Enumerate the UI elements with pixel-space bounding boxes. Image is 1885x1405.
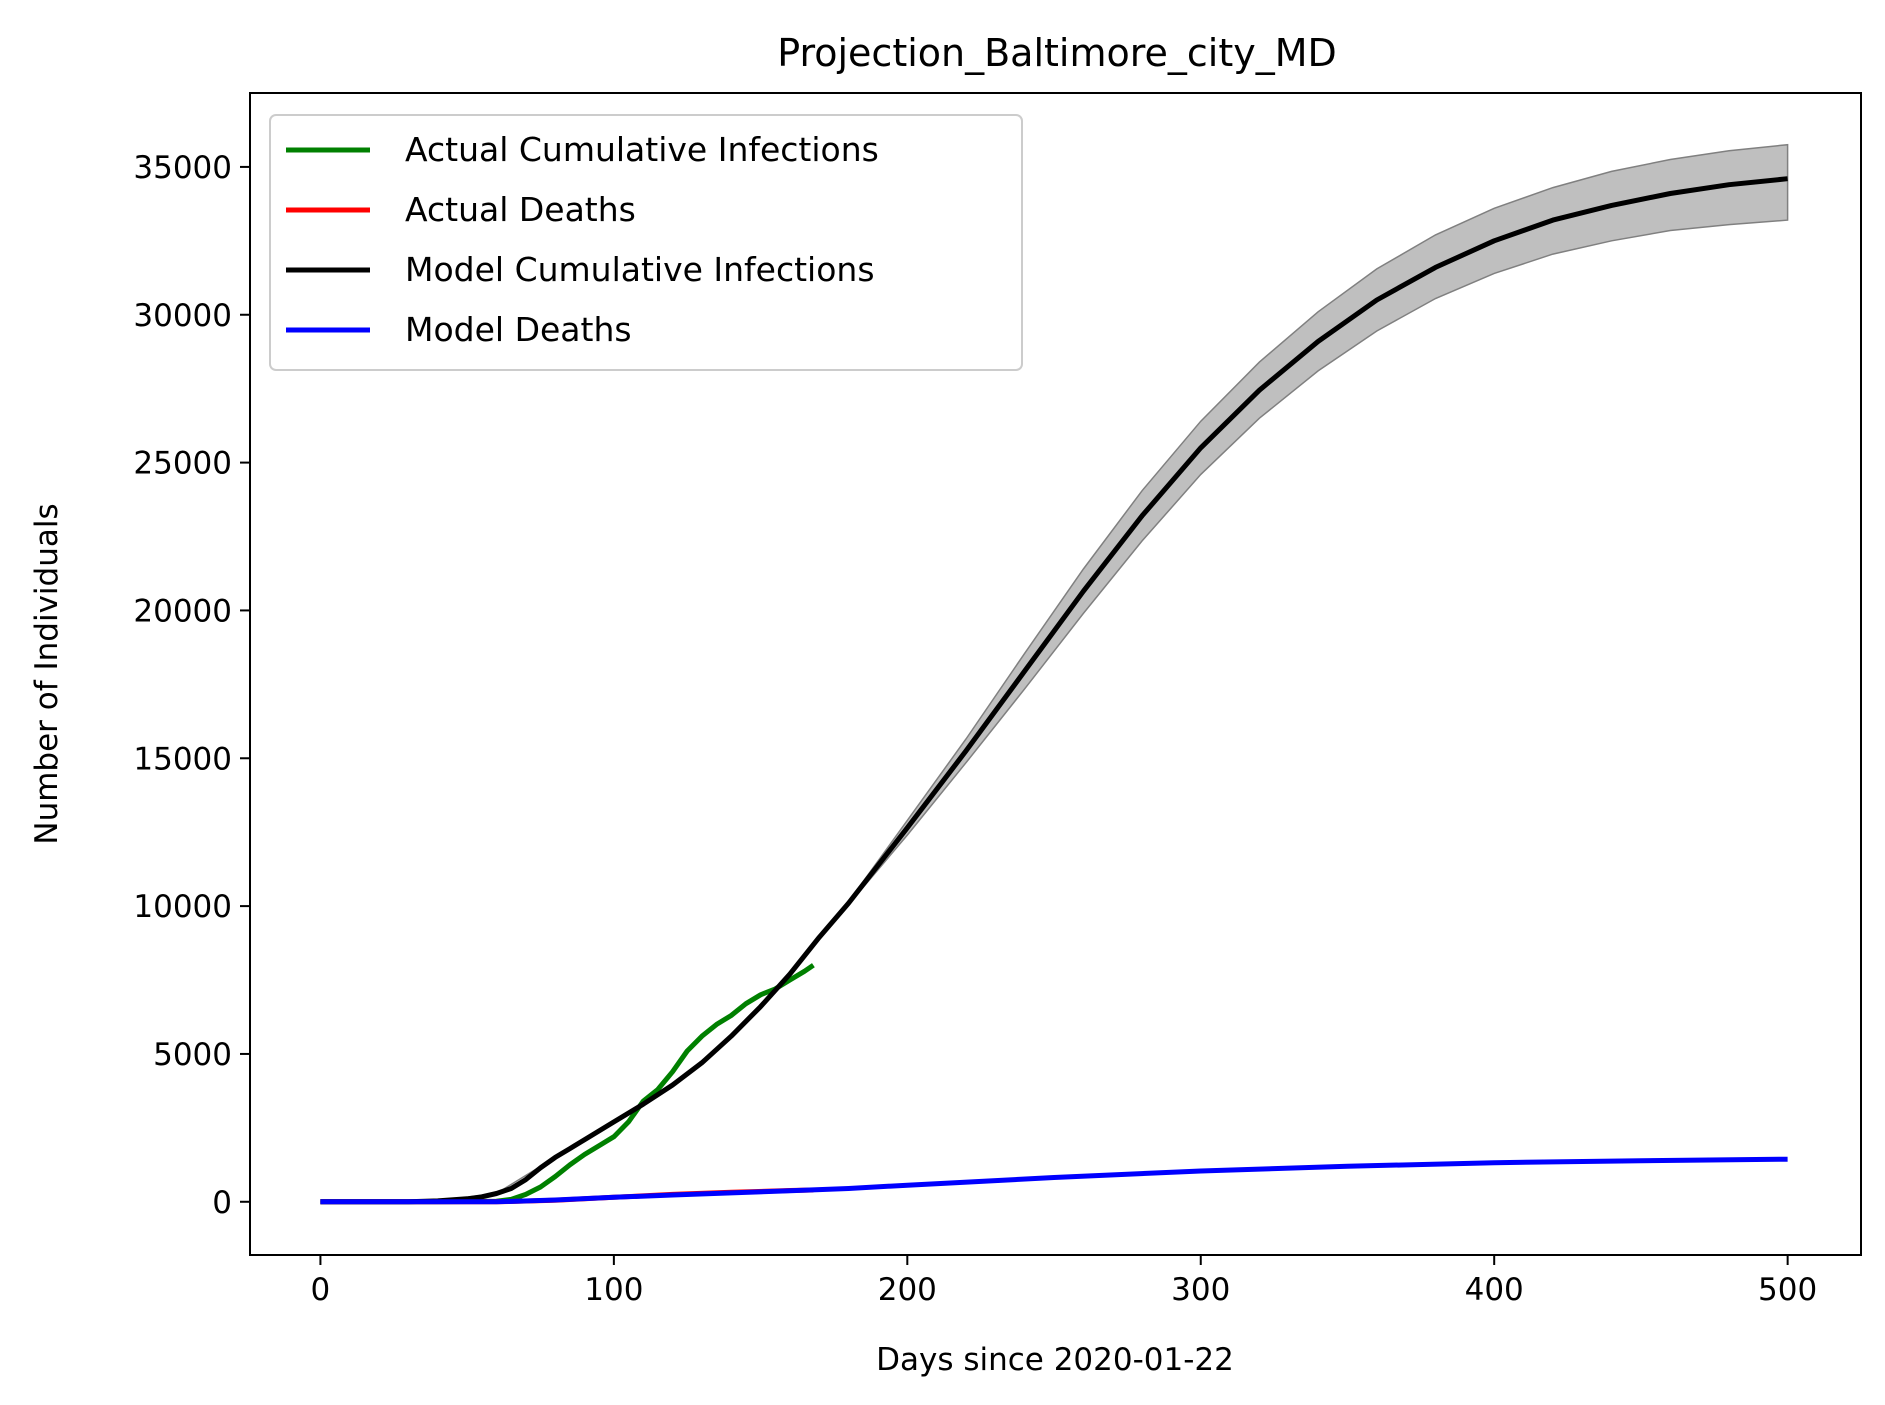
series-line-actual-infections [320, 963, 815, 1205]
y-tick-label: 35000 [133, 150, 232, 186]
y-tick-label: 25000 [133, 446, 232, 482]
legend-label-model-infections: Model Cumulative Infections [405, 250, 875, 289]
x-axis-label: Days since 2020-01-22 [876, 1342, 1234, 1378]
plot-area [320, 143, 1789, 1205]
series-line-model-deaths [320, 1156, 1788, 1205]
legend-label-model-deaths: Model Deaths [405, 310, 632, 349]
x-tick-label: 100 [584, 1272, 643, 1308]
y-axis: 0 5000 10000 15000 20000 25000 30000 35000 [133, 150, 250, 1221]
x-tick-label: 300 [1171, 1272, 1230, 1308]
y-tick-label: 20000 [133, 593, 232, 629]
x-axis: 0 100 200 300 400 500 [311, 1255, 1817, 1308]
y-tick-label: 30000 [133, 298, 232, 334]
y-axis-label: Number of Individuals [29, 503, 65, 844]
legend-label-actual-infections: Actual Cumulative Infections [405, 130, 879, 169]
x-tick-label: 500 [1758, 1272, 1817, 1308]
x-tick-label: 0 [311, 1272, 331, 1308]
x-tick-label: 400 [1465, 1272, 1524, 1308]
legend-label-actual-deaths: Actual Deaths [405, 190, 636, 229]
series-layer [320, 176, 1788, 1205]
legend-box [269, 114, 1023, 371]
chart-title: Projection_Baltimore_city_MD [777, 31, 1337, 75]
series-line-model-infections [320, 176, 1788, 1205]
plot-frame [249, 92, 1862, 1256]
legend: Actual Cumulative Infections Actual Deat… [269, 114, 1023, 371]
y-tick-label: 5000 [153, 1037, 232, 1073]
y-tick-label: 10000 [133, 889, 232, 925]
y-tick-label: 0 [212, 1185, 232, 1221]
y-tick-label: 15000 [133, 741, 232, 777]
x-tick-label: 200 [878, 1272, 937, 1308]
